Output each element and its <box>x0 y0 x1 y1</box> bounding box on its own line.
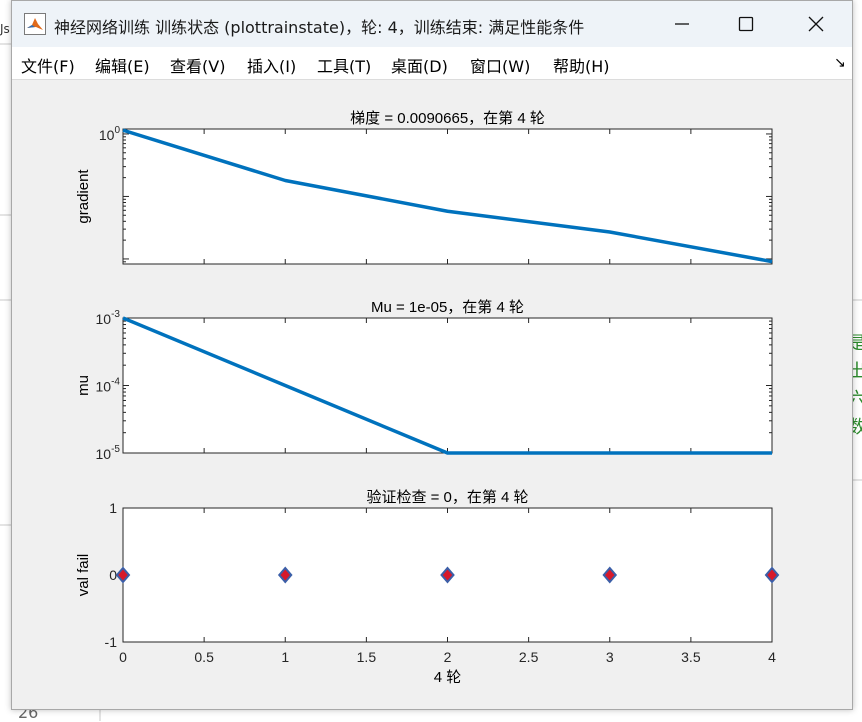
x-tick-label: 1.5 <box>357 649 377 665</box>
y-tick-label: 10-3 <box>96 309 121 327</box>
maximize-icon <box>738 16 754 32</box>
background-left-text: Js <box>0 22 10 36</box>
menu-edit[interactable]: 编辑(E) <box>95 57 150 76</box>
figure-canvas: 100 梯度 = 0.0090665，在第 4 轮 gradient 10-3 10-4… <box>12 80 852 710</box>
close-icon <box>808 16 824 32</box>
maximize-button[interactable] <box>716 1 776 47</box>
data-point-marker <box>602 566 618 584</box>
menu-desktop[interactable]: 桌面(D) <box>391 57 448 76</box>
x-tick-label: 2.5 <box>519 649 539 665</box>
data-point-marker <box>115 566 131 584</box>
x-tick-label: 2 <box>444 649 452 665</box>
menu-view[interactable]: 查看(V) <box>170 57 226 76</box>
y-tick-label: 10-4 <box>96 377 121 395</box>
menu-insert[interactable]: 插入(I) <box>247 57 297 76</box>
y-axis-label: val fail <box>75 554 92 597</box>
y-tick-label: -1 <box>105 634 118 650</box>
y-tick-label: 100 <box>99 125 121 143</box>
data-point-marker <box>440 566 455 584</box>
y-tick-label: 10-5 <box>96 444 121 462</box>
minimize-button[interactable] <box>652 1 712 47</box>
minimize-icon <box>675 23 689 25</box>
x-tick-label: 0 <box>119 649 127 665</box>
matlab-icon <box>24 13 46 35</box>
series-line <box>122 128 773 264</box>
menu-file[interactable]: 文件(F) <box>21 57 75 76</box>
x-axis-label: 4 轮 <box>434 669 462 686</box>
window-title: 神经网络训练 训练状态 (plottrainstate)，轮: 4，训练结束: … <box>54 18 585 37</box>
y-axis-label: mu <box>75 375 92 396</box>
axes-title: 验证检查 = 0，在第 4 轮 <box>366 488 528 506</box>
x-tick-label: 3.5 <box>681 649 701 665</box>
close-button[interactable] <box>786 1 846 47</box>
y-tick-label: 1 <box>109 500 117 516</box>
figure-window: 神经网络训练 训练状态 (plottrainstate)，轮: 4，训练结束: … <box>11 0 853 710</box>
menu-tools[interactable]: 工具(T) <box>317 57 372 76</box>
menu-window[interactable]: 窗口(W) <box>470 57 531 76</box>
data-point-marker <box>277 566 293 584</box>
axes-title: 梯度 = 0.0090665，在第 4 轮 <box>350 109 545 127</box>
axes-box <box>122 317 773 454</box>
axes-title: Mu = 1e-05，在第 4 轮 <box>371 298 524 316</box>
y-tick-label: 0 <box>109 567 117 583</box>
x-tick-label: 4 <box>768 649 776 665</box>
x-tick-label: 1 <box>281 649 289 665</box>
toolbar-toggle-arrow-icon[interactable]: ↘ <box>834 55 846 71</box>
menu-help[interactable]: 帮助(H) <box>553 57 610 76</box>
x-tick-label: 3 <box>606 649 614 665</box>
title-bar[interactable]: 神经网络训练 训练状态 (plottrainstate)，轮: 4，训练结束: … <box>12 1 852 47</box>
x-tick-label: 0.5 <box>194 649 214 665</box>
data-point-marker <box>764 566 780 584</box>
series-line <box>122 316 772 455</box>
y-axis-label: gradient <box>75 169 92 224</box>
menu-bar: 文件(F) 编辑(E) 查看(V) 插入(I) 工具(T) 桌面(D) 窗口(W… <box>12 47 852 80</box>
